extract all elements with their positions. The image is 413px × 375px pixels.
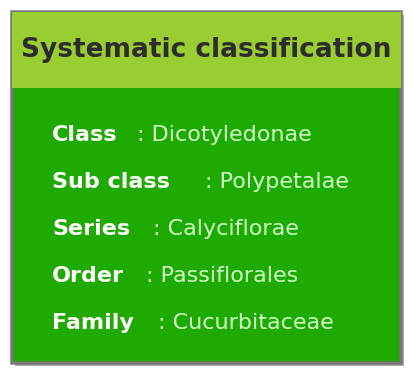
FancyBboxPatch shape (15, 15, 404, 366)
Text: : Cucurbitaceae: : Cucurbitaceae (158, 313, 334, 333)
Text: : Passiflorales: : Passiflorales (145, 266, 298, 286)
Text: : Calyciflorae: : Calyciflorae (154, 219, 299, 239)
FancyBboxPatch shape (12, 12, 401, 363)
Bar (12, 50, 401, 88)
Text: Systematic classification: Systematic classification (21, 37, 392, 63)
Text: Order: Order (52, 266, 124, 286)
Text: Sub class: Sub class (52, 172, 170, 192)
Text: Series: Series (52, 219, 130, 239)
FancyBboxPatch shape (12, 12, 401, 88)
Text: : Dicotyledonae: : Dicotyledonae (137, 125, 312, 145)
Text: Family: Family (52, 313, 134, 333)
Text: : Polypetalae: : Polypetalae (205, 172, 349, 192)
Text: Class: Class (52, 125, 118, 145)
